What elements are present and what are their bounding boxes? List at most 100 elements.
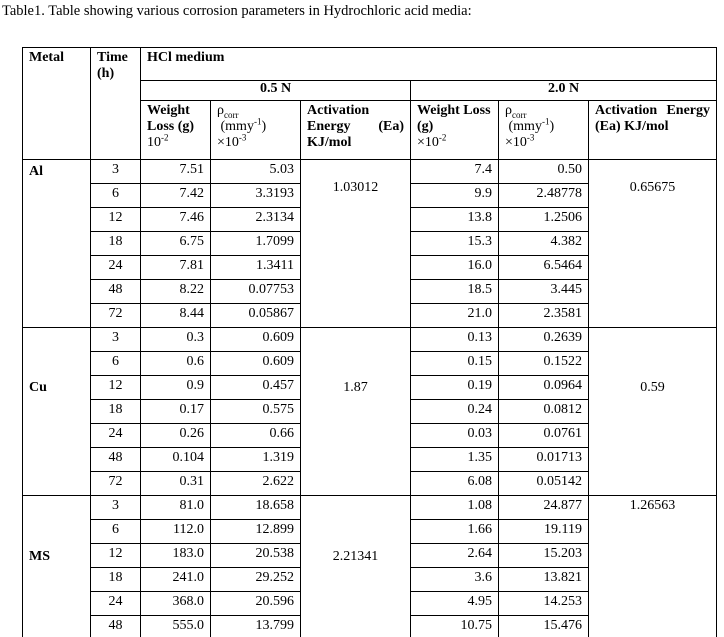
cell-text: 2.21341 xyxy=(332,549,379,564)
header-text: Weight Loss (g) xyxy=(417,103,491,134)
unit-exp: -2 xyxy=(161,132,169,143)
cell-text: 6 xyxy=(112,354,119,369)
cell: 0.19 xyxy=(410,375,499,400)
cell: 0.05867 xyxy=(210,303,301,328)
cell-text: MS xyxy=(29,549,50,564)
cell: 12.899 xyxy=(210,519,301,544)
cell: 14.253 xyxy=(498,591,589,616)
cell: 112.0 xyxy=(140,519,211,544)
header-text: HCl medium xyxy=(147,50,225,65)
data-row: 6 0.6 0.609 0.15 0.1522 xyxy=(23,351,717,376)
cell: 368.0 xyxy=(140,591,211,616)
group-cell: Cu xyxy=(22,327,91,496)
cell: 0.1522 xyxy=(498,351,589,376)
cell-text: 1.35 xyxy=(467,450,493,465)
cell: 0.17 xyxy=(140,399,211,424)
cell-text: 3 xyxy=(112,498,119,513)
cell-text: 0.104 xyxy=(172,450,205,465)
header-row: Weight Loss (g) 10-2 ρcorr (mmy-1) ×10-3 A… xyxy=(23,100,718,160)
cell: 1.2506 xyxy=(498,207,589,232)
cell-text: 0.6 xyxy=(186,354,205,369)
cell-text: 0.0964 xyxy=(543,378,583,393)
cell-text: Al xyxy=(29,164,43,179)
cell: 18 xyxy=(90,399,141,424)
cell-text: 2.3134 xyxy=(255,210,295,225)
cell-text: 0.457 xyxy=(262,378,295,393)
header-cell: ρcorr (mmy-1) ×10-3 xyxy=(498,100,589,160)
cell-text: 1.2506 xyxy=(543,210,583,225)
cell-text: 12 xyxy=(108,210,123,225)
group-cell: Al xyxy=(22,159,91,328)
header-text: Metal xyxy=(29,50,64,65)
cell: 0.609 xyxy=(210,351,301,376)
cell-text: 7.51 xyxy=(179,162,205,177)
cell-text: 8.22 xyxy=(179,282,205,297)
cell: 10.75 xyxy=(410,615,499,637)
cell-text: 0.31 xyxy=(179,474,205,489)
cell-text: 1.3411 xyxy=(256,258,294,273)
cell-text: 48 xyxy=(108,450,123,465)
group-cell: 0.59 xyxy=(587,327,718,496)
cell: 18.5 xyxy=(410,279,499,304)
corrosion-table: Metal Time (h) HCl medium 0.5 N 2.0 N We… xyxy=(22,47,718,637)
header-cell: 0.5 N xyxy=(140,80,411,101)
cell-text: 0.3 xyxy=(186,330,205,345)
cell-text: 8.44 xyxy=(179,306,205,321)
cell: 18 xyxy=(90,567,141,592)
cell-text: 10.75 xyxy=(460,618,493,633)
cell: 241.0 xyxy=(140,567,211,592)
cell-text: 0.07753 xyxy=(248,282,295,297)
cell: 0.15 xyxy=(410,351,499,376)
cell: 0.05142 xyxy=(498,471,589,496)
data-row: Al 3 7.51 5.03 1.03012 7.4 0.50 0.65675 xyxy=(22,159,718,328)
cell: 8.44 xyxy=(140,303,211,328)
group-cell: 2.21341 xyxy=(300,495,411,637)
header-cell: Weight Loss (g) ×10-2 xyxy=(410,100,499,160)
cell: 16.0 xyxy=(410,255,499,280)
cell-text: 241.0 xyxy=(172,570,205,585)
cell-text: 7.81 xyxy=(179,258,205,273)
cell-text: 0.9 xyxy=(186,378,205,393)
cell: 24.877 xyxy=(498,495,589,520)
cell-text: 72 xyxy=(108,474,123,489)
cell-text: 0.13 xyxy=(467,330,493,345)
cell-text: 1.08 xyxy=(467,498,493,513)
cell: 0.2639 xyxy=(498,327,589,352)
cell-text: 2.64 xyxy=(467,546,493,561)
group-cell: 1.03012 xyxy=(300,159,411,328)
cell: 0.9 xyxy=(140,375,211,400)
cell: 3 xyxy=(90,159,141,184)
cell: 2.48778 xyxy=(498,183,589,208)
cell-text: 24 xyxy=(108,426,123,441)
cell-text: 12 xyxy=(108,546,123,561)
cell: 24 xyxy=(90,423,141,448)
cell: 3 xyxy=(90,327,141,352)
cell-text: 7.42 xyxy=(179,186,205,201)
unit: ×10 xyxy=(217,135,239,150)
cell-text: 0.609 xyxy=(262,330,295,345)
header-cell: Time (h) xyxy=(90,47,141,160)
group-cell: MS xyxy=(22,495,91,637)
cell: 9.9 xyxy=(410,183,499,208)
data-row: 48 555.0 13.799 10.75 15.476 xyxy=(23,615,717,637)
cell: 3.445 xyxy=(498,279,589,304)
header-cell: 2.0 N xyxy=(409,80,718,101)
cell: 3.6 xyxy=(410,567,499,592)
cell-text: 0.17 xyxy=(179,402,205,417)
group-cell: 1.87 xyxy=(300,327,411,496)
header-cell: Metal xyxy=(22,47,91,160)
cell-text: 555.0 xyxy=(172,618,205,633)
cell: 12 xyxy=(90,207,141,232)
symbol: ρ xyxy=(217,103,224,118)
cell-text: 4.382 xyxy=(550,234,583,249)
unit-exp: -3 xyxy=(238,132,247,143)
header-cell: Activation Energy (Ea) KJ/mol xyxy=(300,100,411,160)
cell: 12 xyxy=(90,375,141,400)
cell: 15.476 xyxy=(498,615,589,637)
cell: 72 xyxy=(90,303,141,328)
cell-text: 1.87 xyxy=(343,380,368,395)
data-row: 12 7.46 2.3134 13.8 1.2506 xyxy=(23,207,717,232)
cell-text: 29.252 xyxy=(255,570,295,585)
cell-text: 20.538 xyxy=(255,546,295,561)
cell-text: 7.4 xyxy=(474,162,493,177)
